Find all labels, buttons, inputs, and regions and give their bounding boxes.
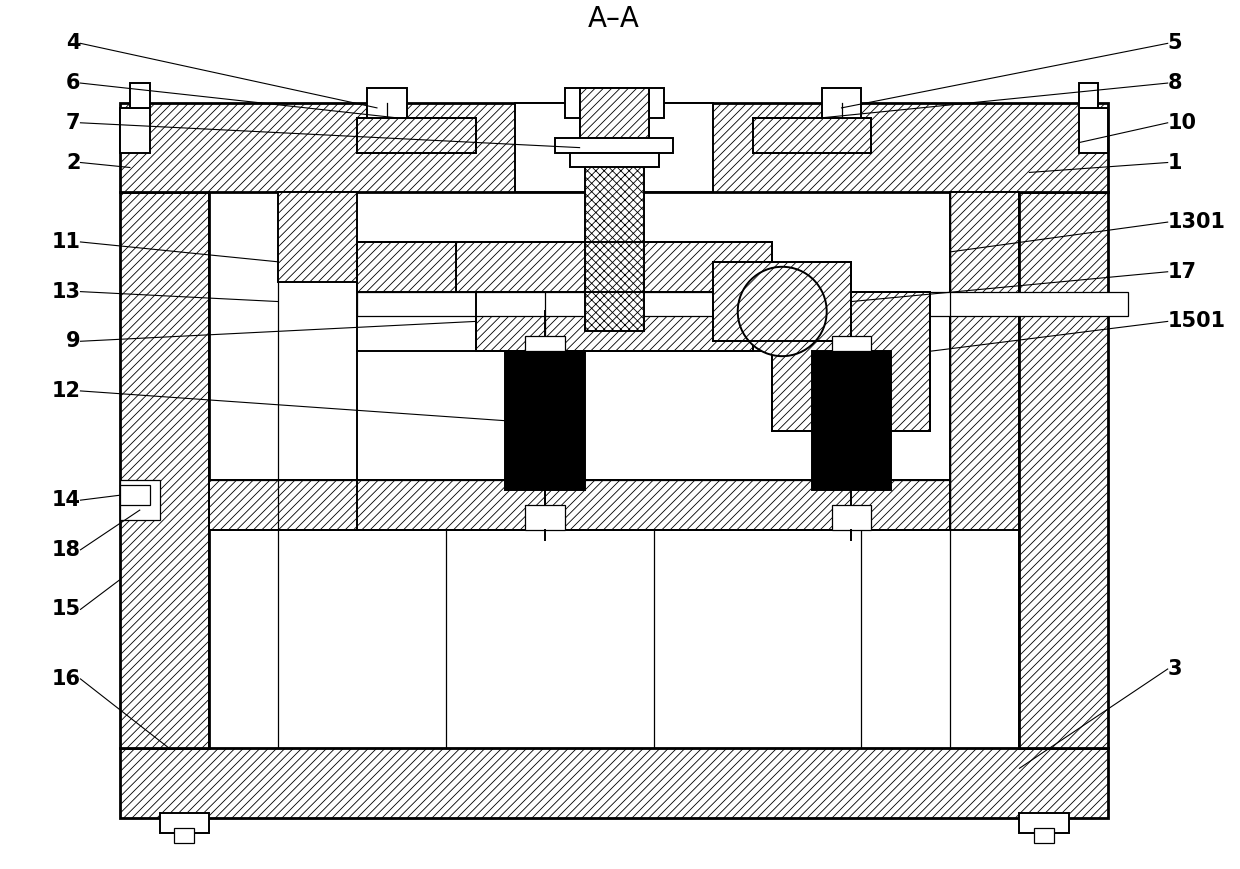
Bar [357,242,456,292]
Bar [812,351,890,490]
Bar [278,192,357,282]
Bar [950,192,1019,530]
Text: 1501: 1501 [1168,311,1226,331]
Text: 12: 12 [51,381,81,401]
Bar [120,108,150,153]
Text: 7: 7 [66,113,81,133]
Bar [175,828,195,843]
Text: 18: 18 [51,540,81,560]
Bar [506,351,584,490]
Bar [584,153,644,331]
Bar [773,292,930,431]
Bar [1079,108,1109,153]
Bar [579,88,649,153]
Bar [120,748,1109,818]
Text: 15: 15 [51,600,81,620]
Bar [357,242,773,351]
Bar [357,118,476,153]
Bar [773,292,930,431]
Text: 6: 6 [66,73,81,93]
Bar [832,505,872,530]
Text: 8: 8 [1168,73,1182,93]
Bar [713,262,852,342]
Bar [1079,83,1099,108]
Bar [120,485,150,505]
Bar [579,88,649,153]
Text: A–A: A–A [588,4,640,32]
Bar [713,262,852,342]
Bar [357,292,1128,316]
Bar [564,88,599,118]
Bar [120,192,210,748]
Bar [753,118,872,153]
Bar [516,103,713,192]
Bar [160,813,210,833]
Text: 1301: 1301 [1168,212,1225,232]
Bar [120,481,160,520]
Bar [120,103,1109,192]
Bar [357,118,476,153]
Bar [526,505,564,530]
Text: 14: 14 [51,490,81,510]
Bar [476,292,753,351]
Text: 3: 3 [1168,659,1182,679]
Bar [1019,192,1109,748]
Bar [1019,813,1069,833]
Text: 16: 16 [51,669,81,689]
Text: 17: 17 [1168,262,1197,282]
Text: 2: 2 [66,153,81,173]
Bar [629,88,663,118]
Bar [210,481,950,530]
Bar [210,481,950,530]
Bar [822,88,862,118]
Bar [554,137,673,153]
Text: 10: 10 [1168,113,1197,133]
Bar [526,336,564,351]
Bar [569,153,658,168]
Text: 11: 11 [51,232,81,252]
Text: 1: 1 [1168,153,1182,173]
Bar [476,292,753,351]
Bar [753,118,872,153]
Circle shape [738,267,827,356]
Bar [367,88,407,118]
Bar [130,83,150,108]
Bar [456,242,773,292]
Bar [1034,828,1054,843]
Text: 13: 13 [51,282,81,302]
Bar [832,336,872,351]
Text: 9: 9 [66,331,81,351]
Text: 4: 4 [66,33,81,53]
Text: 5: 5 [1168,33,1182,53]
